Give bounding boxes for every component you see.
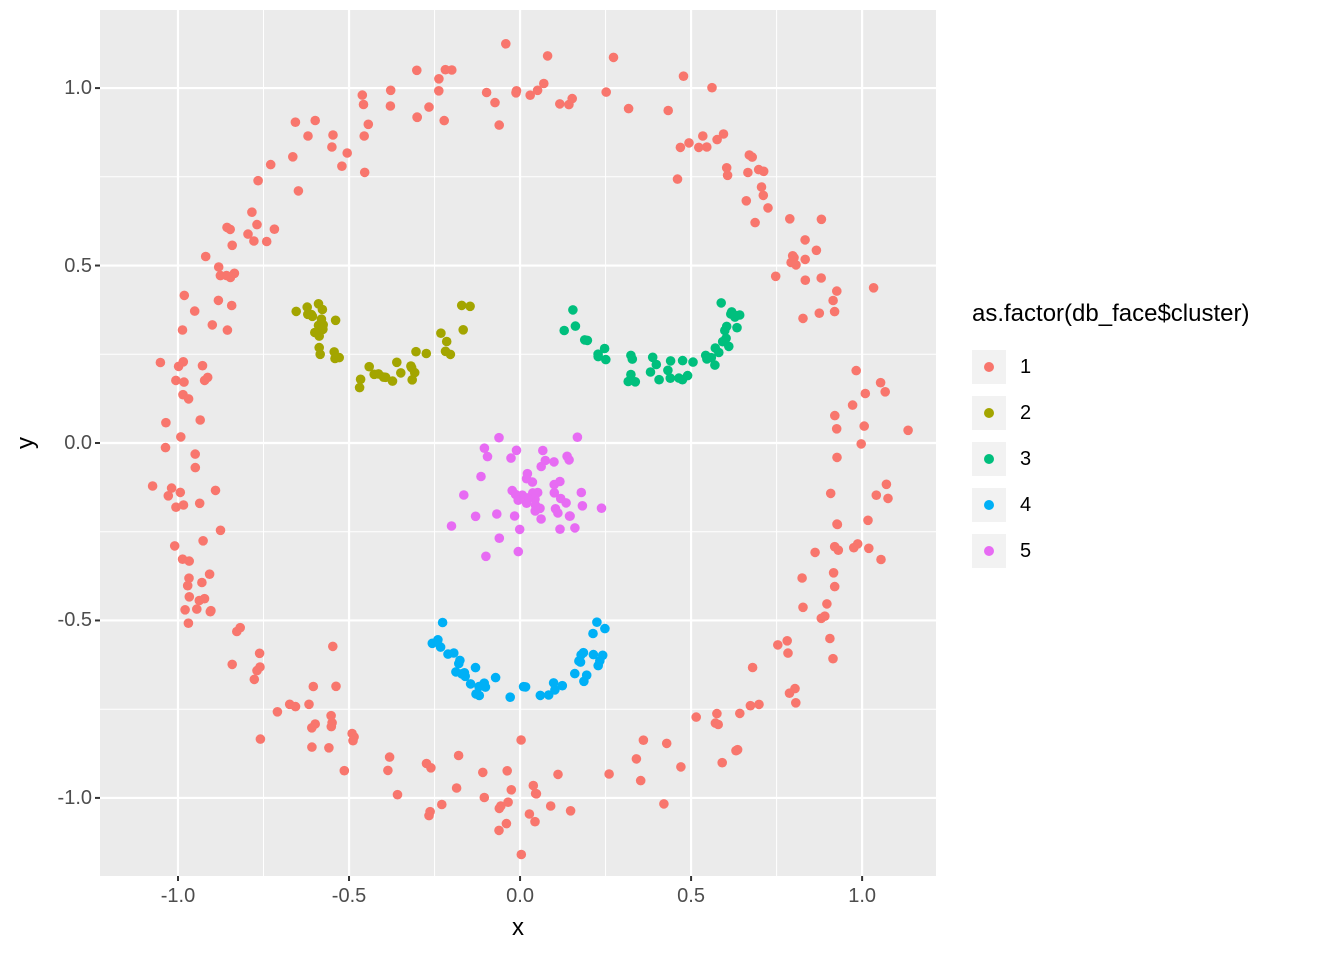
x-axis-title: x [512, 914, 524, 941]
legend-item-label: 4 [1020, 493, 1032, 516]
x-tick-label: 0.0 [506, 885, 534, 907]
legend-item-label: 2 [1020, 401, 1032, 424]
legend-item-label: 5 [1020, 539, 1032, 562]
legend-item: 3 [972, 436, 1249, 482]
legend-item-label: 3 [1020, 447, 1032, 470]
legend-color-dot [984, 454, 994, 464]
x-tick-label: -0.5 [331, 885, 367, 907]
legend-item: 1 [972, 344, 1249, 390]
legend-key [972, 396, 1006, 430]
x-tick-label: -1.0 [160, 885, 196, 907]
y-axis-title: y [12, 437, 39, 449]
y-tick-label: -1.0 [57, 786, 92, 809]
y-tick-label: 1.0 [64, 77, 92, 100]
legend-item: 5 [972, 528, 1249, 574]
legend-key [972, 534, 1006, 568]
legend-items: 1 2 3 4 5 [972, 344, 1249, 574]
legend-title: as.factor(db_face$cluster) [972, 300, 1250, 327]
legend-key [972, 442, 1006, 476]
legend-color-dot [984, 362, 994, 372]
x-tick-label: 1.0 [848, 885, 877, 907]
x-tick-label: 0.5 [677, 885, 705, 907]
legend-key [972, 488, 1006, 522]
legend-item: 4 [972, 482, 1249, 528]
legend-item: 2 [972, 390, 1249, 436]
y-tick-label: 0.0 [64, 432, 92, 454]
scatter-points-cluster-3 [559, 298, 745, 387]
legend-color-dot [984, 500, 994, 510]
legend-key [972, 350, 1006, 384]
scatter-points-cluster-1 [147, 39, 913, 860]
y-tick-label: 0.5 [64, 254, 92, 277]
scatter-points-cluster-4 [427, 617, 610, 702]
scatter-points-cluster-5 [446, 432, 607, 562]
legend: as.factor(db_face$cluster) 1 2 3 4 5 [972, 300, 1249, 574]
legend-color-dot [984, 408, 994, 418]
legend-color-dot [984, 546, 994, 556]
y-tick-label: -0.5 [57, 609, 92, 632]
scatter-points-cluster-2 [291, 299, 475, 393]
legend-item-label: 1 [1020, 355, 1032, 378]
